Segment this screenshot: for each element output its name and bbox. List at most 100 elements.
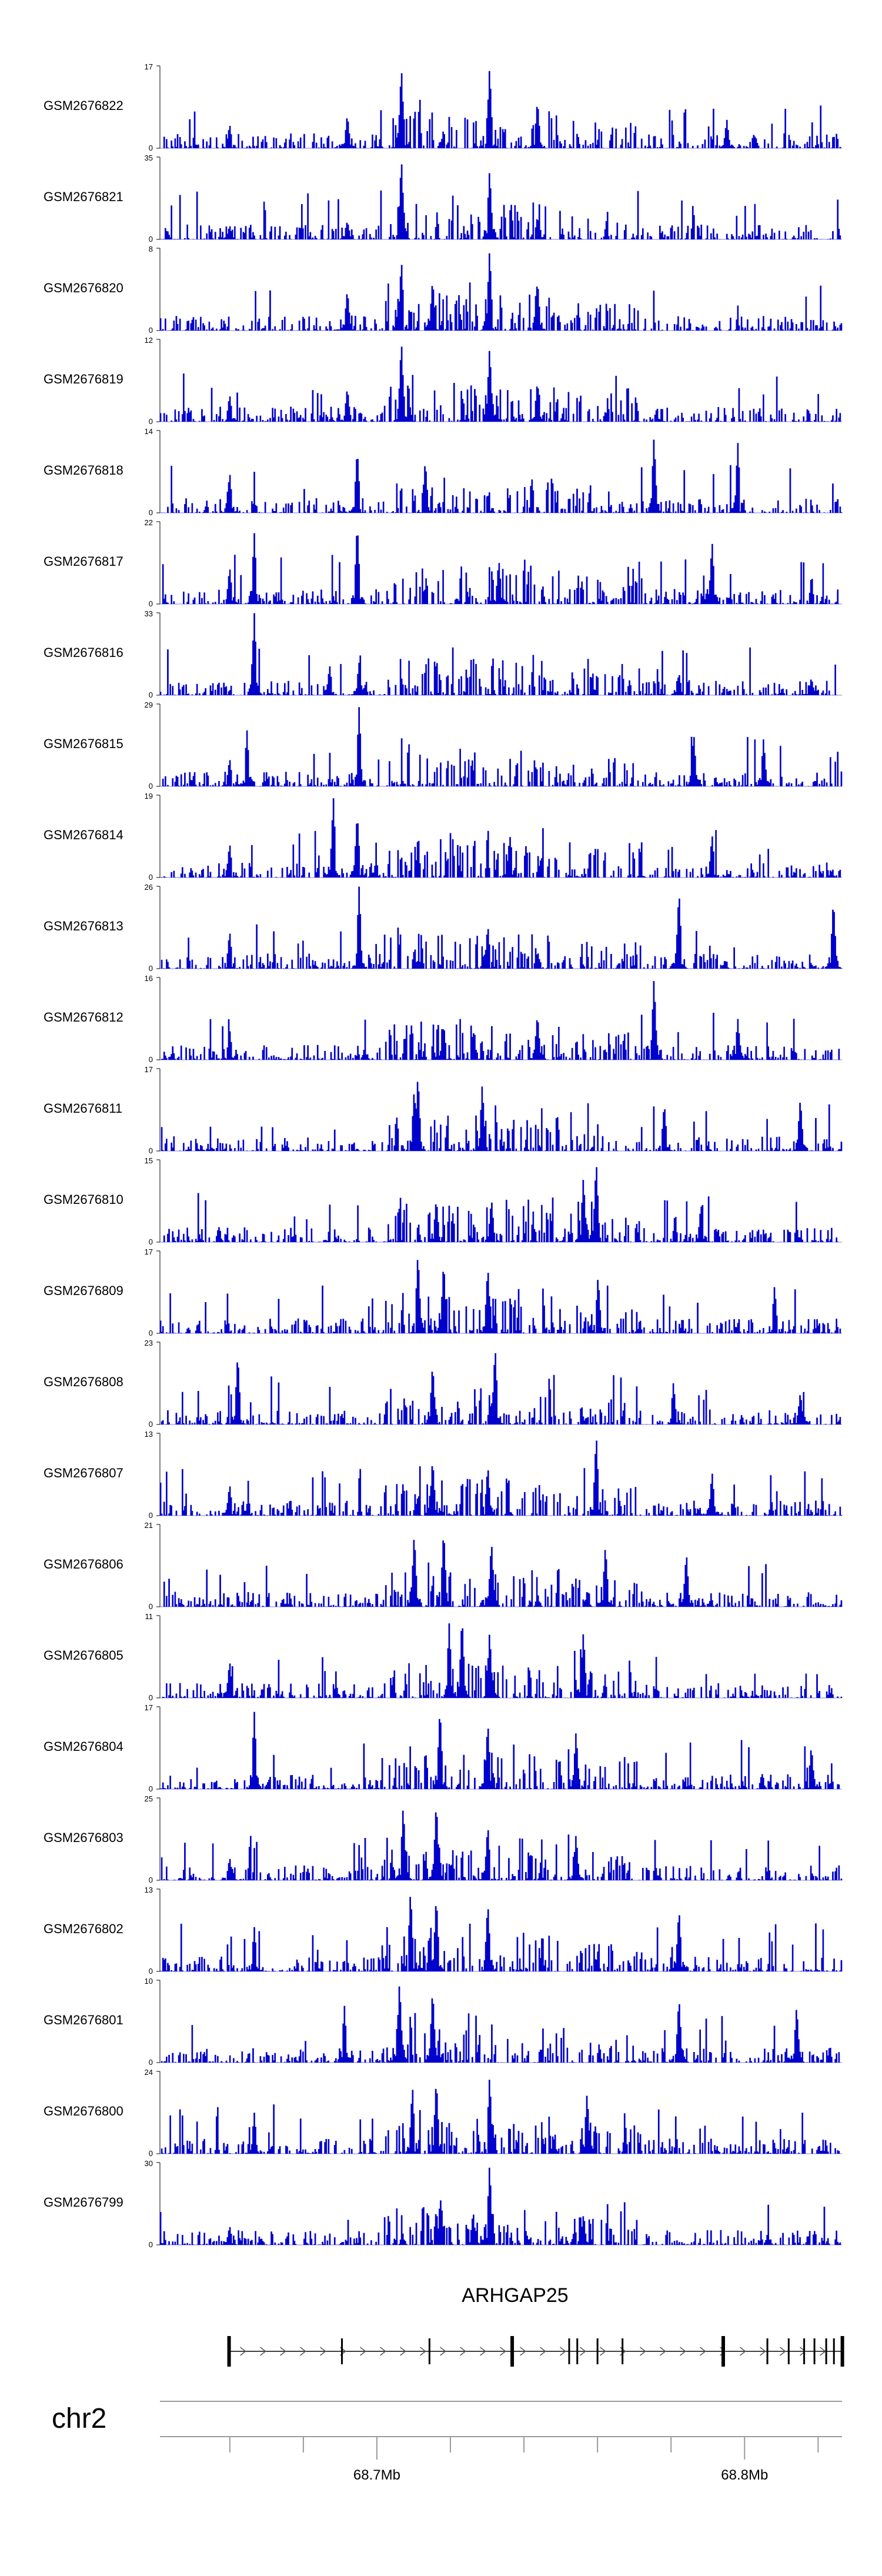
y-max-label: 35 — [145, 154, 153, 162]
coverage-signal — [160, 981, 842, 1060]
y-max-label: 17 — [145, 1065, 153, 1074]
strand-arrows — [240, 2347, 826, 2356]
strand-arrow — [740, 2347, 746, 2356]
y-min-label: 0 — [149, 2149, 153, 2158]
track-GSM2676811: GSM2676811 17 0 — [44, 1065, 843, 1155]
y-min-label: 0 — [149, 1329, 153, 1337]
y-min-label: 0 — [149, 2240, 153, 2249]
y-min-label: 0 — [149, 1602, 153, 1611]
gene-track: ARHGAP25 — [227, 2284, 844, 2367]
track-label: GSM2676805 — [44, 1648, 123, 1663]
gene-exon — [803, 2338, 806, 2364]
strand-arrow — [780, 2347, 786, 2356]
y-min-label: 0 — [149, 690, 153, 699]
track-label: GSM2676814 — [44, 827, 123, 842]
y-min-label: 0 — [149, 964, 153, 973]
track-GSM2676800: GSM2676800 24 0 — [44, 2068, 842, 2158]
y-max-label: 13 — [145, 1886, 153, 1894]
strand-arrow — [520, 2347, 526, 2356]
gene-exon — [840, 2336, 844, 2367]
y-max-label: 29 — [145, 700, 153, 709]
strand-arrow — [800, 2347, 806, 2356]
y-max-label: 25 — [145, 1794, 153, 1803]
strand-arrow — [420, 2347, 426, 2356]
track-GSM2676820: GSM2676820 8 0 — [44, 245, 843, 335]
track-label: GSM2676803 — [44, 1830, 123, 1845]
track-label: GSM2676808 — [44, 1374, 123, 1389]
track-GSM2676805: GSM2676805 11 0 — [44, 1612, 843, 1702]
strand-arrow — [320, 2347, 326, 2356]
track-GSM2676799: GSM2676799 30 0 — [44, 2159, 842, 2249]
strand-arrow — [400, 2347, 406, 2356]
track-label: GSM2676816 — [44, 645, 123, 660]
gene-exon — [766, 2338, 769, 2364]
track-label: GSM2676818 — [44, 463, 123, 478]
track-label: GSM2676799 — [44, 2195, 123, 2210]
coverage-signal — [160, 1167, 842, 1243]
coverage-signal — [159, 164, 842, 240]
coverage-signal — [160, 439, 843, 513]
coverage-signal — [160, 2080, 842, 2154]
track-GSM2676801: GSM2676801 10 0 — [44, 1977, 842, 2067]
track-label: GSM2676800 — [44, 2104, 123, 2118]
track-GSM2676807: GSM2676807 13 0 — [44, 1430, 843, 1520]
y-min-label: 0 — [149, 1876, 153, 1884]
y-max-label: 19 — [145, 792, 153, 800]
track-label: GSM2676802 — [44, 1921, 123, 1936]
y-min-label: 0 — [149, 1146, 153, 1155]
strand-arrow — [300, 2347, 306, 2356]
coverage-signal — [160, 1986, 842, 2063]
gene-exon — [568, 2338, 570, 2364]
gene-exon — [622, 2338, 624, 2364]
track-GSM2676821: GSM2676821 35 0 — [44, 154, 842, 243]
track-GSM2676819: GSM2676819 12 0 — [44, 336, 842, 426]
coverage-signal — [160, 1810, 843, 1881]
strand-arrow — [560, 2347, 566, 2356]
track-GSM2676804: GSM2676804 17 0 — [44, 1703, 842, 1793]
track-GSM2676803: GSM2676803 25 0 — [44, 1794, 843, 1884]
track-label: GSM2676813 — [44, 919, 123, 933]
coverage-signal — [159, 1260, 842, 1334]
strand-arrow — [240, 2347, 246, 2356]
y-max-label: 17 — [145, 62, 153, 71]
gene-exon — [576, 2338, 579, 2364]
strand-arrow — [700, 2347, 706, 2356]
track-label: GSM2676806 — [44, 1557, 123, 1571]
y-max-label: 17 — [145, 1247, 153, 1256]
strand-arrow — [480, 2347, 486, 2356]
track-GSM2676817: GSM2676817 22 0 — [44, 518, 842, 608]
y-min-label: 0 — [149, 1967, 153, 1976]
strand-arrow — [680, 2347, 686, 2356]
y-max-label: 8 — [149, 245, 153, 253]
track-GSM2676815: GSM2676815 29 0 — [44, 700, 843, 790]
axis-tick-label: 68.8Mb — [721, 2467, 768, 2483]
track-GSM2676810: GSM2676810 15 0 — [44, 1156, 842, 1246]
strand-arrow — [820, 2347, 826, 2356]
track-label: GSM2676804 — [44, 1739, 123, 1754]
y-min-label: 0 — [149, 508, 153, 517]
strand-arrow — [280, 2347, 286, 2356]
y-max-label: 22 — [145, 518, 153, 527]
coverage-signal — [160, 886, 843, 969]
strand-arrow — [540, 2347, 546, 2356]
gene-exon — [787, 2338, 790, 2364]
coverage-signal — [160, 1082, 843, 1152]
gene-exons — [227, 2336, 844, 2367]
track-GSM2676814: GSM2676814 19 0 — [44, 792, 842, 882]
y-min-label: 0 — [149, 144, 153, 152]
coverage-tracks: GSM2676822170GSM2676821350GSM267682080GS… — [44, 62, 843, 2249]
track-label: GSM2676809 — [44, 1283, 123, 1298]
strand-arrow — [600, 2347, 606, 2356]
track-GSM2676812: GSM2676812 16 0 — [44, 974, 842, 1064]
track-GSM2676816: GSM2676816 33 0 — [44, 609, 842, 699]
track-label: GSM2676807 — [44, 1466, 123, 1480]
coverage-signal — [159, 1897, 843, 1972]
y-min-label: 0 — [149, 1055, 153, 1064]
coverage-signal — [160, 1353, 842, 1425]
y-max-label: 21 — [145, 1521, 153, 1530]
coverage-signal — [160, 707, 843, 787]
y-min-label: 0 — [149, 1237, 153, 1246]
y-min-label: 0 — [149, 1784, 153, 1793]
coverage-signal — [159, 1711, 842, 1790]
gene-exon — [825, 2338, 827, 2364]
